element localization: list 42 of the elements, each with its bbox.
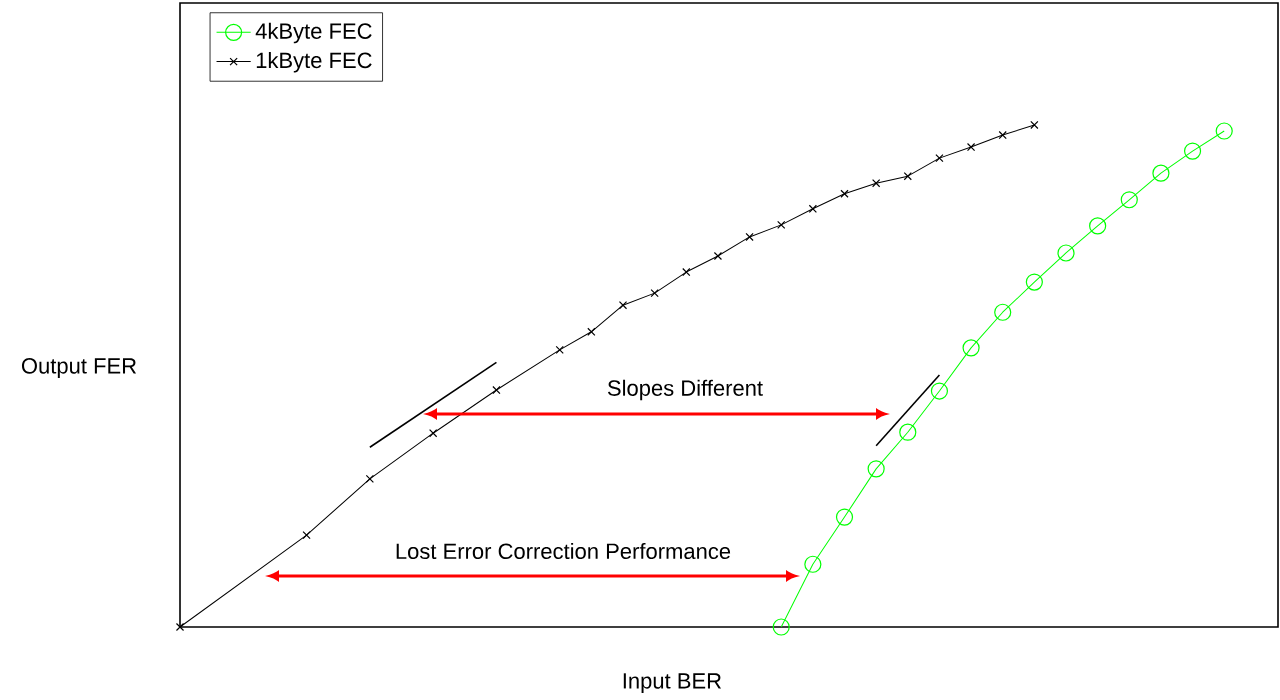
point [713,251,723,261]
point [930,382,949,400]
annotation: Slopes Different [607,379,763,401]
point [682,267,691,277]
point [175,622,185,632]
point [429,429,438,438]
point [935,153,944,163]
point [1057,244,1075,262]
point [899,423,917,441]
y-axis-title: Output FER [21,358,137,378]
point [804,555,822,573]
point [1030,120,1039,130]
point [994,303,1012,321]
point [1089,217,1107,235]
point [777,220,786,230]
point [302,530,311,540]
x-axis-title: Input BER [623,673,722,693]
point [650,289,659,298]
point [998,130,1007,140]
legend-label: 4kByte FEC [255,22,372,44]
point [962,339,980,357]
point [867,460,885,478]
point [1120,191,1138,209]
point [1183,142,1202,160]
point [840,189,849,198]
point [1215,122,1233,140]
point [1152,164,1170,182]
point [587,327,596,336]
annotation: Lost Error Correction Performance [396,542,731,560]
point [966,142,976,152]
legend-label: 1kByte FEC [256,52,372,73]
point [492,385,501,395]
point [365,474,374,484]
point [772,618,790,636]
point [1025,273,1043,291]
point [808,204,817,213]
point [872,179,881,188]
point [835,508,854,526]
point [555,345,564,355]
point [903,172,912,181]
point [745,232,754,242]
point [618,301,628,310]
